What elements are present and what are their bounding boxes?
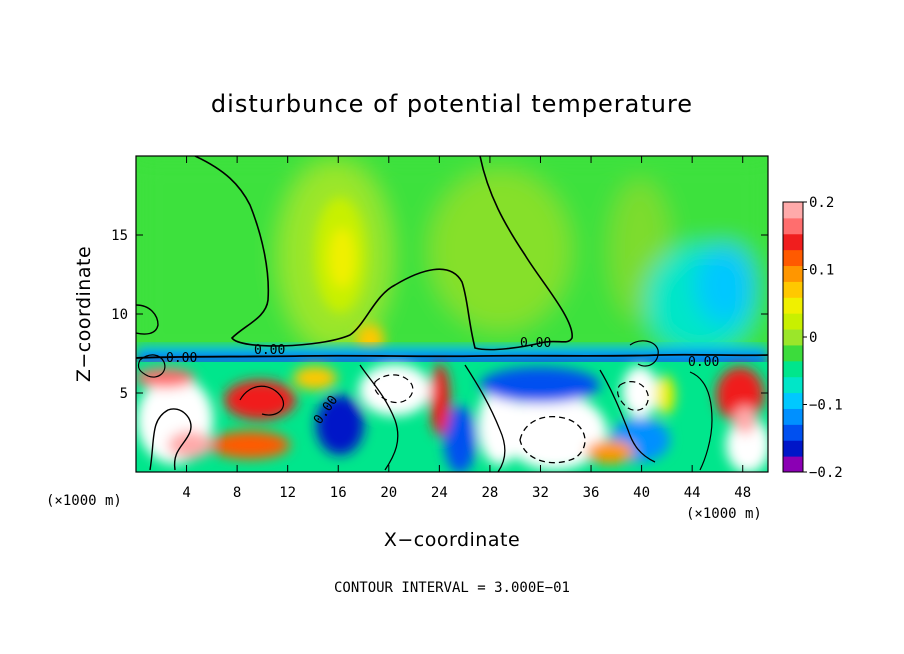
bl-contour-1 bbox=[149, 408, 192, 471]
x-tick-label: 28 bbox=[481, 485, 498, 501]
zero-contour-left bbox=[136, 304, 159, 335]
x-tick-label: 4 bbox=[182, 485, 190, 501]
bl-red-3 bbox=[430, 364, 450, 436]
bl-pink-1 bbox=[136, 368, 195, 388]
bl-pink-2 bbox=[168, 431, 212, 459]
bl-white-6 bbox=[726, 417, 768, 472]
x-tick-label: 12 bbox=[279, 485, 296, 501]
colorbar-swatch bbox=[783, 408, 803, 425]
x-tick-label: 20 bbox=[380, 485, 397, 501]
colorbar-swatch bbox=[783, 376, 803, 394]
colorbar-swatch bbox=[783, 249, 803, 267]
colorbar-swatch bbox=[783, 265, 803, 282]
colorbar-swatch bbox=[783, 456, 803, 473]
colorbar-tick-label: −0.2 bbox=[809, 465, 843, 481]
zero-contour-upper bbox=[194, 156, 573, 351]
colorbar-swatch bbox=[783, 329, 803, 346]
y-tick-label: 15 bbox=[111, 228, 128, 244]
colorbar-swatch bbox=[783, 360, 803, 378]
colorbar-swatch bbox=[783, 392, 803, 409]
bl-dashed-3 bbox=[616, 381, 649, 411]
colorbar-swatch bbox=[783, 297, 803, 314]
y-axis-ticks: 5 10 15 bbox=[111, 228, 768, 402]
contour-lines bbox=[136, 156, 768, 472]
y-axis-label: Z−coordinate bbox=[73, 246, 95, 382]
x-tick-label: 48 bbox=[734, 485, 751, 501]
colorbar-swatch bbox=[783, 313, 803, 330]
bl-white-5 bbox=[622, 366, 658, 418]
contour-label-2: 0.00 bbox=[520, 336, 551, 351]
bl-white-3 bbox=[503, 394, 607, 470]
bl-dashed-2 bbox=[373, 374, 414, 404]
bl-dashed-1 bbox=[519, 416, 586, 464]
x-tick-label: 44 bbox=[684, 485, 701, 501]
contour-label-3: 0.00 bbox=[166, 351, 197, 366]
colorbar-swatch bbox=[783, 344, 803, 362]
bl-contour-6 bbox=[689, 371, 713, 471]
x-tick-label: 40 bbox=[633, 485, 650, 501]
colorbar-swatch bbox=[783, 233, 803, 251]
contour-interval-note: CONTOUR INTERVAL = 3.000E−01 bbox=[334, 580, 570, 596]
bl-white-2 bbox=[359, 364, 431, 416]
colorbar-tick-label: −0.1 bbox=[809, 398, 843, 414]
colorbar-swatch bbox=[783, 281, 803, 298]
inversion-cyan bbox=[136, 346, 768, 354]
bl-blue-2 bbox=[316, 395, 364, 455]
bl-blue-3 bbox=[444, 406, 476, 472]
bl-contour-3 bbox=[359, 364, 399, 471]
colorbar-swatch bbox=[783, 202, 803, 219]
x-tick-label: 24 bbox=[431, 485, 448, 501]
x-axis-ticks: 4 8 12 16 20 24 28 32 36 40 44 48 bbox=[182, 156, 751, 501]
warm-core-inner bbox=[329, 228, 355, 288]
bl-contour-4 bbox=[464, 364, 506, 472]
x-tick-label: 16 bbox=[330, 485, 347, 501]
bl-orange-1 bbox=[293, 366, 337, 390]
x-axis-label: X−coordinate bbox=[384, 529, 520, 551]
bl-contour-5 bbox=[599, 369, 656, 463]
bl-red-2 bbox=[210, 431, 290, 459]
upper-field bbox=[136, 156, 768, 361]
colorbar-swatch bbox=[783, 217, 803, 235]
inversion-contour bbox=[136, 353, 768, 359]
bl-blue-1 bbox=[480, 367, 600, 403]
x-unit-label-left: (×1000 m) bbox=[46, 493, 122, 509]
colorbar-tick-label: 0.1 bbox=[809, 263, 834, 279]
colorbar-swatch bbox=[783, 440, 803, 457]
bl-contour-8 bbox=[629, 340, 659, 367]
colorbar: 0.2 0.1 0 −0.1 −0.2 bbox=[782, 195, 843, 481]
warm-core bbox=[314, 197, 384, 356]
contour-label-1: 0.00 bbox=[254, 343, 285, 358]
bl-pink-3 bbox=[733, 406, 757, 434]
bl-yellow-1 bbox=[655, 375, 675, 415]
x-unit-label-right: (×1000 m) bbox=[686, 506, 762, 522]
bl-red-1 bbox=[224, 380, 296, 420]
chart-title: disturbunce of potential temperature bbox=[211, 90, 693, 118]
bl-red-5 bbox=[586, 440, 634, 464]
bl-contour-2 bbox=[239, 385, 284, 416]
cool-patch-core bbox=[695, 245, 755, 325]
y-tick-label: 5 bbox=[120, 386, 128, 402]
plot-area: 0.00 0.00 0.00 0.00 0.00 bbox=[136, 156, 768, 472]
colorbar-tick-label: 0 bbox=[809, 330, 817, 346]
colorbar-swatch bbox=[783, 424, 803, 441]
x-tick-label: 36 bbox=[583, 485, 600, 501]
boundary-layer bbox=[136, 362, 768, 472]
y-tick-label: 10 bbox=[111, 307, 128, 323]
colorbar-tick-label: 0.2 bbox=[809, 195, 834, 211]
warm-plume-2 bbox=[430, 170, 570, 330]
bl-contour-7 bbox=[137, 354, 166, 378]
x-tick-label: 32 bbox=[532, 485, 549, 501]
contour-label-4: 0.00 bbox=[688, 355, 719, 370]
x-tick-label: 8 bbox=[233, 485, 241, 501]
